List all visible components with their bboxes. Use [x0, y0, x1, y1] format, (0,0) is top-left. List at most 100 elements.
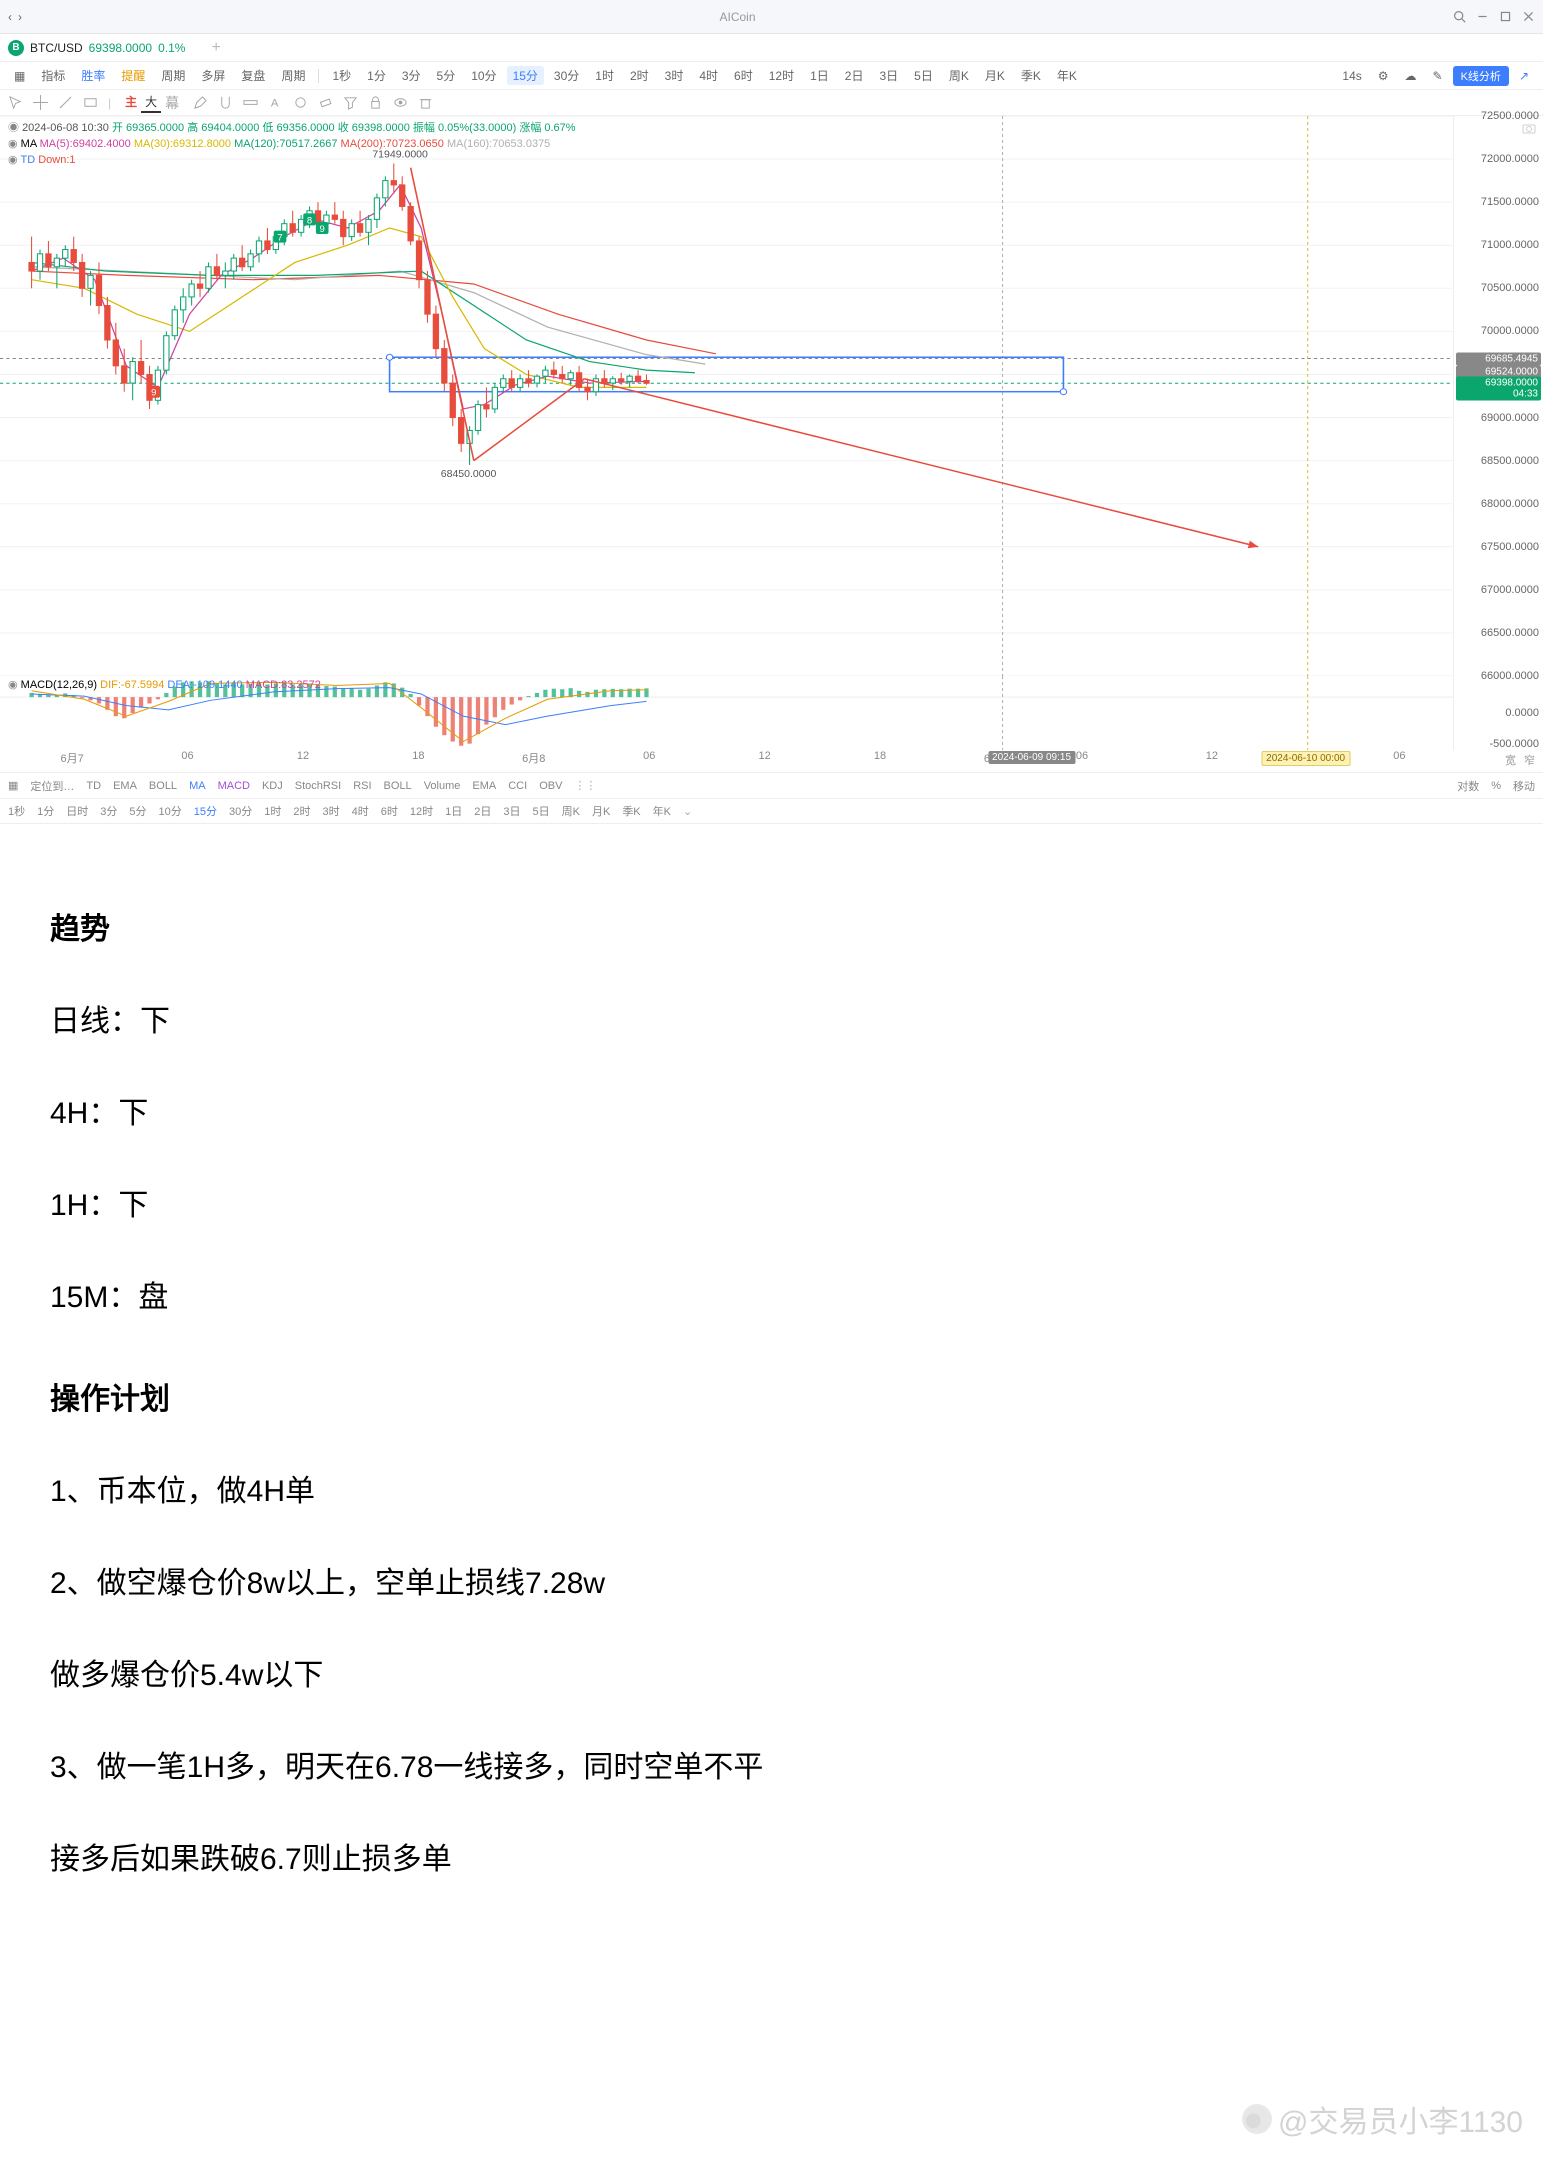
magnet-icon[interactable]	[218, 95, 233, 110]
tf-bottom-button[interactable]: 年K	[653, 803, 671, 819]
tf-bottom-button[interactable]: 12时	[410, 803, 433, 819]
timeframe-button[interactable]: 4时	[693, 66, 724, 85]
tf-bottom-button[interactable]: 15分	[194, 803, 217, 819]
tf-bottom-button[interactable]: 3日	[503, 803, 520, 819]
toolbar-item[interactable]: 周期	[275, 66, 311, 85]
minimize-icon[interactable]	[1476, 10, 1489, 23]
indicator-button[interactable]: OBV	[539, 780, 562, 792]
timeframe-button[interactable]: 年K	[1051, 66, 1083, 85]
grid-icon[interactable]: ▦	[8, 68, 31, 84]
tf-bottom-button[interactable]: 2时	[293, 803, 310, 819]
font-small[interactable]: 主	[121, 93, 141, 113]
toolbar-item[interactable]: 指标	[35, 66, 71, 85]
timeframe-button[interactable]: 6时	[728, 66, 759, 85]
timeframe-button[interactable]: 季K	[1015, 66, 1047, 85]
timeframe-button[interactable]: 1日	[804, 66, 835, 85]
calendar-icon[interactable]: ▦	[8, 779, 18, 792]
trash-icon[interactable]	[418, 95, 433, 110]
timeframe-button[interactable]: 5分	[431, 66, 462, 85]
toolbar-item[interactable]: 胜率	[75, 66, 111, 85]
cloud-icon[interactable]: ☁	[1399, 68, 1423, 84]
tf-bottom-button[interactable]: 30分	[229, 803, 252, 819]
timeframe-button[interactable]: 30分	[548, 66, 585, 85]
timeframe-button[interactable]: 2时	[624, 66, 655, 85]
nav-forward[interactable]: ›	[18, 10, 22, 24]
tf-bottom-button[interactable]: 4时	[352, 803, 369, 819]
tf-bottom-button[interactable]: 季K	[622, 803, 640, 819]
pct-toggle[interactable]: %	[1491, 780, 1501, 792]
timeframe-button[interactable]: 3时	[659, 66, 690, 85]
indicator-button[interactable]: StochRSI	[295, 780, 341, 792]
eraser-icon[interactable]	[318, 95, 333, 110]
timeframe-button[interactable]: 1秒	[326, 66, 357, 85]
crosshair-icon[interactable]	[33, 95, 48, 110]
tf-bottom-button[interactable]: 5日	[533, 803, 550, 819]
lock-icon[interactable]	[368, 95, 383, 110]
indicator-button[interactable]: MACD	[218, 780, 250, 792]
filter-icon[interactable]	[343, 95, 358, 110]
text-icon[interactable]: A	[268, 95, 283, 110]
toolbar-item[interactable]: 周期	[155, 66, 191, 85]
pen-icon[interactable]: ✎	[1427, 68, 1449, 84]
tf-bottom-button[interactable]: 10分	[159, 803, 182, 819]
tf-bottom-button[interactable]: 日时	[66, 803, 88, 819]
main-chart[interactable]: ◉ 2024-06-08 10:30 开 69365.0000 高 69404.…	[0, 116, 1543, 676]
timeframe-button[interactable]: 5日	[908, 66, 939, 85]
move-toggle[interactable]: 移动	[1513, 778, 1535, 794]
timeframe-button[interactable]: 1时	[589, 66, 620, 85]
line-icon[interactable]	[58, 95, 73, 110]
toolbar-item[interactable]: 多屏	[195, 66, 231, 85]
tf-bottom-button[interactable]: 6时	[381, 803, 398, 819]
tf-bottom-button[interactable]: 2日	[474, 803, 491, 819]
indicator-button[interactable]: EMA	[113, 780, 137, 792]
search-icon[interactable]	[1453, 10, 1466, 23]
indicator-button[interactable]: EMA	[472, 780, 496, 792]
kline-analysis-button[interactable]: K线分析	[1453, 66, 1509, 86]
tf-bottom-button[interactable]: 周K	[562, 803, 580, 819]
indicator-button[interactable]: MA	[189, 780, 206, 792]
indicator-button[interactable]: BOLL	[149, 780, 177, 792]
zoom-wide[interactable]: 宽	[1505, 752, 1516, 768]
cursor-icon[interactable]	[8, 95, 23, 110]
indicator-button[interactable]: KDJ	[262, 780, 283, 792]
tf-bottom-button[interactable]: 1分	[37, 803, 54, 819]
collapse-icon[interactable]: ⌄	[683, 805, 692, 818]
font-size-selector[interactable]: 主 大 幕	[121, 93, 183, 113]
maximize-icon[interactable]	[1499, 10, 1512, 23]
macd-chart[interactable]: ◉ MACD(12,26,9) DIF:-67.5994 DEA:-109.14…	[0, 676, 1543, 750]
timeframe-button[interactable]: 12时	[763, 66, 800, 85]
timeframe-button[interactable]: 3分	[396, 66, 427, 85]
symbol-name[interactable]: BTC/USD	[30, 41, 83, 55]
timeframe-button[interactable]: 周K	[943, 66, 975, 85]
timeframe-button[interactable]: 3日	[873, 66, 904, 85]
tf-bottom-button[interactable]: 3时	[323, 803, 340, 819]
timeframe-button[interactable]: 15分	[507, 66, 544, 85]
camera-icon[interactable]	[1521, 120, 1537, 136]
nav-back[interactable]: ‹	[8, 10, 12, 24]
timeframe-button[interactable]: 月K	[979, 66, 1011, 85]
toolbar-item[interactable]: 提醒	[115, 66, 151, 85]
font-big[interactable]: 幕	[161, 93, 183, 113]
eye-icon[interactable]	[393, 95, 408, 110]
ruler-icon[interactable]	[243, 95, 258, 110]
tf-bottom-button[interactable]: 5分	[129, 803, 146, 819]
indicator-button[interactable]: CCI	[508, 780, 527, 792]
log-toggle[interactable]: 对数	[1457, 778, 1479, 794]
indicator-button[interactable]: RSI	[353, 780, 371, 792]
pencil-icon[interactable]	[193, 95, 208, 110]
timeframe-button[interactable]: 2日	[839, 66, 870, 85]
locate-button[interactable]: 定位到…	[30, 778, 74, 794]
timeframe-button[interactable]: 10分	[465, 66, 502, 85]
more-icon[interactable]: ⋮⋮	[574, 779, 596, 792]
tf-bottom-button[interactable]: 月K	[592, 803, 610, 819]
tf-bottom-button[interactable]: 3分	[100, 803, 117, 819]
indicator-button[interactable]: BOLL	[384, 780, 412, 792]
indicator-button[interactable]: TD	[86, 780, 101, 792]
zoom-narrow[interactable]: 窄	[1524, 752, 1535, 768]
toolbar-item[interactable]: 复盘	[235, 66, 271, 85]
share-icon[interactable]: ↗	[1513, 68, 1535, 84]
tf-bottom-button[interactable]: 1秒	[8, 803, 25, 819]
rect-icon[interactable]	[83, 95, 98, 110]
tf-bottom-button[interactable]: 1日	[445, 803, 462, 819]
settings-icon[interactable]: ⚙	[1372, 68, 1395, 84]
